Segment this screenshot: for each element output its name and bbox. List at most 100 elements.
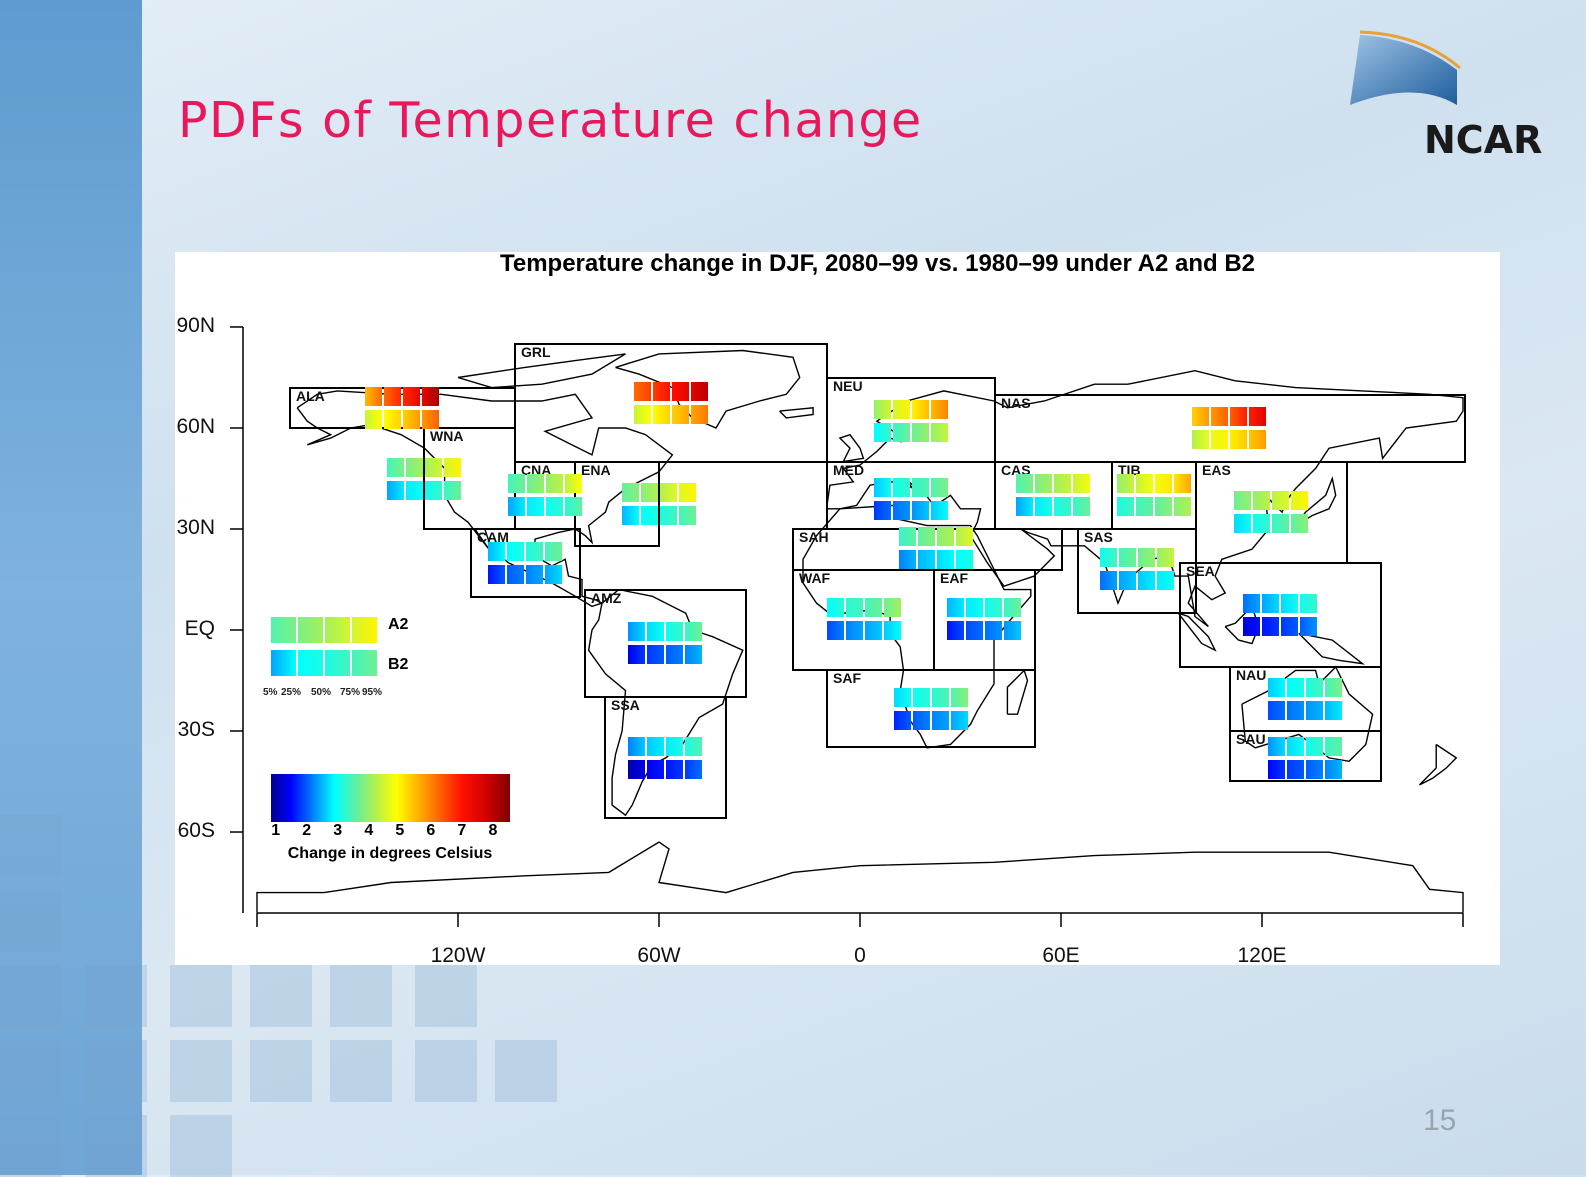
- quantile-cell: [666, 622, 683, 641]
- quantile-cell: [912, 501, 929, 520]
- quantile-cell: [1157, 548, 1174, 567]
- quantile-cell: [565, 497, 582, 516]
- quantile-cell: [931, 400, 948, 419]
- quantile-cell: [951, 711, 968, 730]
- region-pdf-glyph: [1268, 737, 1342, 779]
- background-tile: [85, 965, 147, 1027]
- quantile-cell: [628, 622, 645, 641]
- background-tile: [170, 1040, 232, 1102]
- quantile-cell: [846, 621, 863, 640]
- region-pdf-glyph: [622, 483, 696, 525]
- x-tick-label: 120W: [430, 944, 486, 967]
- region-pdf-glyph: [947, 598, 1021, 640]
- region-label: WAF: [799, 570, 831, 586]
- quantile-cell: [679, 506, 696, 525]
- quantile-cell: [1306, 701, 1323, 720]
- quantile-cell: [1262, 617, 1279, 636]
- quantile-cell: [666, 645, 683, 664]
- quantile-cell: [384, 410, 401, 429]
- x-tick-label: 120E: [1237, 944, 1287, 967]
- quantile-cell: [365, 410, 382, 429]
- background-tile: [0, 965, 62, 1027]
- region-pdf-glyph: [365, 387, 439, 429]
- quantile-cell: [545, 542, 562, 561]
- quantile-cell: [931, 423, 948, 442]
- background-tile: [85, 1040, 147, 1102]
- region-pdf-glyph: [1016, 474, 1090, 516]
- quantile-cell: [647, 760, 664, 779]
- b2-quantile-row: [387, 481, 461, 500]
- quantile-cell: [913, 711, 930, 730]
- a2-quantile-row: [622, 483, 696, 502]
- quantile-cell: [1117, 474, 1134, 493]
- quantile-cell: [622, 506, 639, 525]
- quantile-cell: [1004, 621, 1021, 640]
- quantile-cell: [1192, 430, 1209, 449]
- coastline-new-zealand: [1419, 743, 1458, 786]
- quantile-cell: [865, 598, 882, 617]
- region-box-saf: [826, 669, 1036, 748]
- quantile-cell: [874, 501, 891, 520]
- quantile-cell: [634, 382, 651, 401]
- background-tile: [0, 1115, 62, 1177]
- quantile-cell: [271, 617, 296, 643]
- a2-quantile-row: [634, 382, 708, 401]
- quantile-cell: [1291, 514, 1308, 533]
- page-number: 15: [1423, 1104, 1457, 1137]
- quantile-cell: [507, 542, 524, 561]
- quantile-cell: [966, 598, 983, 617]
- quantile-cell: [899, 550, 916, 569]
- quantile-cell: [628, 645, 645, 664]
- quantile-cell: [893, 501, 910, 520]
- a2-quantile-row: [1243, 594, 1317, 613]
- quantile-cell: [846, 598, 863, 617]
- quantile-cell: [647, 622, 664, 641]
- legend-glyph: [271, 617, 377, 676]
- quantile-cell: [628, 737, 645, 756]
- a2-quantile-row: [628, 737, 702, 756]
- quantile-cell: [985, 598, 1002, 617]
- region-label: AMZ: [591, 590, 622, 606]
- quantile-cell: [827, 621, 844, 640]
- y-tick-label: 30N: [176, 515, 215, 539]
- quantile-cell: [1287, 737, 1304, 756]
- quantile-cell: [918, 527, 935, 546]
- quantile-cell: [1054, 497, 1071, 516]
- region-label: SEA: [1186, 563, 1215, 579]
- a2-quantile-row: [365, 387, 439, 406]
- region-label: SAS: [1084, 529, 1113, 545]
- a2-quantile-row: [827, 598, 901, 617]
- a2-quantile-row: [1192, 407, 1266, 426]
- legend-a2-row: [271, 617, 377, 643]
- legend-quantile-label: 95%: [362, 687, 383, 698]
- y-tick-label: 60S: [177, 819, 215, 843]
- quantile-cell: [298, 650, 323, 676]
- quantile-cell: [1119, 571, 1136, 590]
- region-label: MED: [833, 462, 865, 478]
- quantile-cell: [1211, 430, 1228, 449]
- coastline-great-britain: [838, 433, 865, 463]
- quantile-cell: [1325, 737, 1342, 756]
- region-label: SAF: [833, 670, 861, 686]
- region-label: SSA: [611, 697, 640, 713]
- quantile-cell: [1155, 474, 1172, 493]
- quantile-cell: [545, 565, 562, 584]
- quantile-cell: [1192, 407, 1209, 426]
- region-label: EAS: [1202, 462, 1231, 478]
- quantile-cell: [1138, 548, 1155, 567]
- background-tile: [250, 965, 312, 1027]
- b2-quantile-row: [622, 506, 696, 525]
- quantile-cell: [546, 474, 563, 493]
- legend-scenario-label: A2: [388, 616, 409, 633]
- x-tick-label: 60E: [1042, 944, 1080, 967]
- quantile-cell: [956, 550, 973, 569]
- quantile-cell: [406, 481, 423, 500]
- quantile-cell: [488, 565, 505, 584]
- quantile-cell: [685, 737, 702, 756]
- quantile-cell: [1230, 407, 1247, 426]
- quantile-cell: [1253, 491, 1270, 510]
- legend-quantile-label: 25%: [281, 687, 302, 698]
- quantile-cell: [874, 400, 891, 419]
- region-pdf-glyph: [1234, 491, 1308, 533]
- legend-scenario-label: B2: [388, 656, 409, 673]
